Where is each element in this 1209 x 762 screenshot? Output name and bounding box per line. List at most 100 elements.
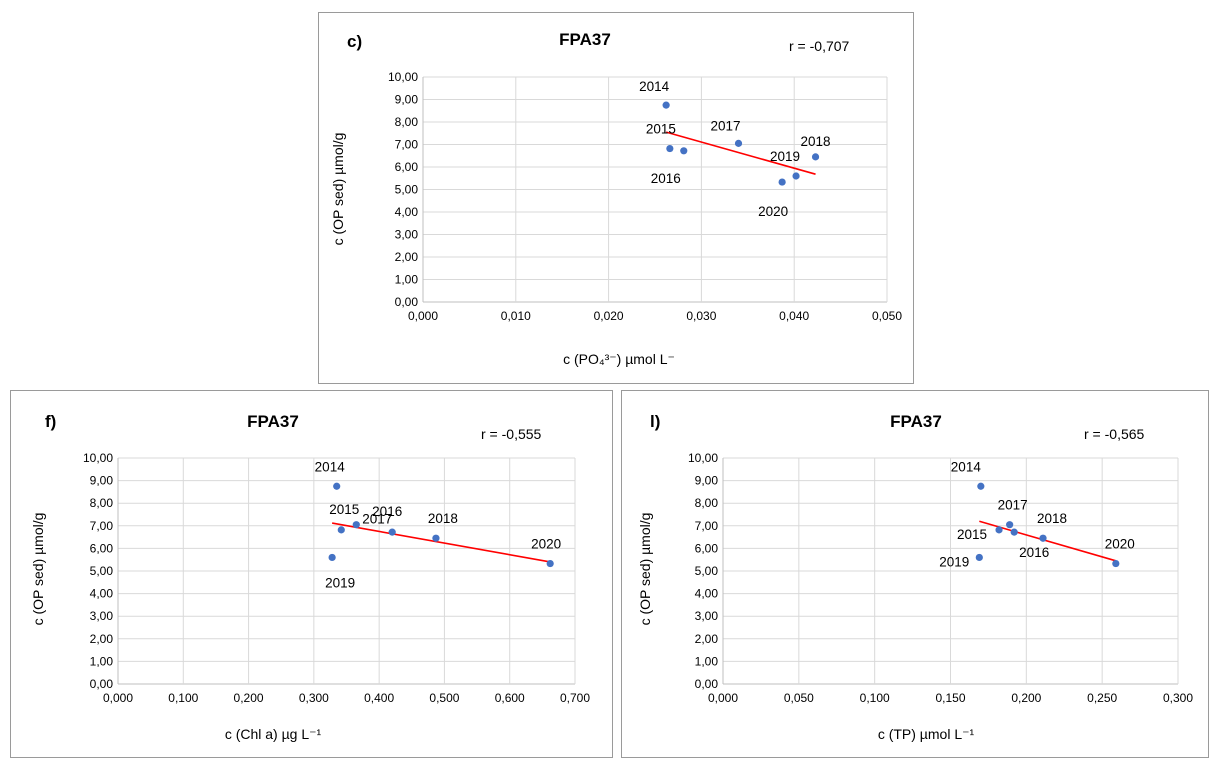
y-tick-label: 6,00 [395, 160, 419, 174]
correlation-label: r = -0,555 [481, 426, 542, 442]
y-tick-label: 7,00 [695, 519, 719, 533]
chart-title: FPA37 [247, 412, 299, 431]
panel-label: l) [650, 412, 660, 431]
y-tick-label: 5,00 [695, 564, 719, 578]
x-tick-label: 0,150 [935, 691, 965, 705]
trendline [665, 131, 816, 175]
data-point [333, 482, 341, 490]
x-tick-label: 0,600 [495, 691, 525, 705]
x-tick-label: 0,200 [1011, 691, 1041, 705]
y-tick-label: 5,00 [395, 183, 419, 197]
data-point [734, 139, 743, 147]
data-point [680, 147, 688, 155]
data-point [337, 526, 345, 534]
data-point [662, 101, 670, 109]
y-tick-label: 10,00 [83, 451, 113, 465]
point-label: 2020 [1105, 537, 1135, 552]
x-tick-label: 0,000 [103, 691, 133, 705]
y-tick-label: 7,00 [395, 138, 419, 152]
y-tick-label: 4,00 [90, 587, 114, 601]
data-point [1112, 559, 1120, 568]
point-label: 2015 [957, 527, 987, 542]
point-label: 2014 [951, 459, 982, 474]
x-axis-label: c (TP) µmol L⁻¹ [878, 726, 975, 742]
x-tick-label: 0,250 [1087, 691, 1117, 705]
y-tick-label: 10,00 [388, 70, 418, 84]
x-axis-label: c (PO₄³⁻) µmol L⁻ [563, 351, 675, 367]
point-label: 2019 [770, 149, 800, 164]
x-tick-label: 0,000 [408, 309, 438, 323]
point-label: 2017 [362, 512, 392, 527]
point-label: 2016 [372, 504, 402, 519]
x-tick-label: 0,100 [168, 691, 198, 705]
y-tick-label: 3,00 [695, 609, 719, 623]
x-axis-label: c (Chl a) µg L⁻¹ [225, 726, 322, 742]
x-tick-label: 0,100 [860, 691, 890, 705]
y-tick-label: 2,00 [695, 632, 719, 646]
panel-label: c) [347, 32, 362, 51]
y-tick-label: 9,00 [90, 474, 114, 488]
trendline [331, 522, 551, 563]
scatter-chart-c: 0,00 1,00 2,00 3,00 4,00 5,00 6,00 7,00 8,00 9,00… [330, 30, 902, 367]
chart-panel-c: 0,00 1,00 2,00 3,00 4,00 5,00 6,00 7,00 8,00 9,00… [318, 12, 914, 384]
x-tick-label: 0,300 [1163, 691, 1193, 705]
data-point [352, 521, 360, 529]
data-point [328, 553, 336, 562]
y-tick-label: 5,00 [90, 564, 114, 578]
y-tick-label: 0,00 [90, 677, 114, 691]
data-point [1039, 534, 1047, 542]
x-tick-label: 0,700 [560, 691, 590, 705]
y-tick-label: 0,00 [695, 677, 719, 691]
y-tick-label: 10,00 [688, 451, 718, 465]
y-tick-label: 8,00 [695, 496, 719, 510]
point-label: 2018 [1037, 511, 1067, 526]
x-tick-label: 0,030 [686, 309, 716, 323]
x-tick-label: 0,000 [708, 691, 738, 705]
point-label: 2020 [531, 537, 561, 552]
y-axis-label: c (OP sed) µmol/g [30, 513, 46, 626]
y-tick-label: 3,00 [90, 609, 114, 623]
scatter-chart-f: 0,00 1,00 2,00 3,00 4,00 5,00 6,00 7,00 8,00 9,00… [30, 412, 590, 742]
x-tick-label: 0,200 [234, 691, 264, 705]
point-label: 2016 [1019, 545, 1049, 560]
point-label: 2014 [315, 459, 346, 474]
y-tick-label: 2,00 [395, 250, 419, 264]
point-label: 2018 [428, 511, 458, 526]
correlation-label: r = -0,565 [1084, 426, 1145, 442]
y-axis-label: c (OP sed) µmol/g [637, 513, 653, 626]
y-tick-label: 7,00 [90, 519, 114, 533]
chart-title: FPA37 [890, 412, 942, 431]
chart-title: FPA37 [559, 30, 611, 49]
data-point [995, 526, 1003, 534]
y-axis-label: c (OP sed) µmol/g [330, 133, 346, 246]
y-tick-label: 6,00 [695, 541, 719, 555]
panel-label: f) [45, 412, 56, 431]
data-point [778, 178, 786, 186]
chart-panel-f: 0,00 1,00 2,00 3,00 4,00 5,00 6,00 7,00 8,00 9,00… [10, 390, 613, 758]
data-point [666, 144, 674, 153]
point-label: 2014 [639, 79, 670, 94]
data-point [975, 553, 983, 562]
y-tick-label: 4,00 [395, 205, 419, 219]
y-tick-label: 3,00 [395, 228, 419, 242]
y-tick-label: 1,00 [695, 654, 719, 668]
x-tick-label: 0,400 [364, 691, 394, 705]
y-tick-label: 0,00 [395, 295, 419, 309]
trendline [979, 520, 1117, 562]
data-point [811, 153, 820, 161]
point-label: 2015 [646, 122, 676, 137]
point-label: 2019 [325, 575, 355, 590]
data-point [432, 534, 440, 542]
point-label: 2015 [329, 502, 359, 517]
x-tick-label: 0,050 [872, 309, 902, 323]
data-point [546, 559, 554, 568]
point-label: 2018 [801, 134, 831, 149]
point-label: 2016 [651, 171, 681, 186]
x-tick-label: 0,300 [299, 691, 329, 705]
x-tick-label: 0,040 [779, 309, 809, 323]
y-tick-label: 8,00 [90, 496, 114, 510]
y-tick-label: 6,00 [90, 541, 114, 555]
data-point [388, 528, 396, 536]
data-point [1010, 528, 1018, 536]
y-tick-label: 9,00 [695, 474, 719, 488]
